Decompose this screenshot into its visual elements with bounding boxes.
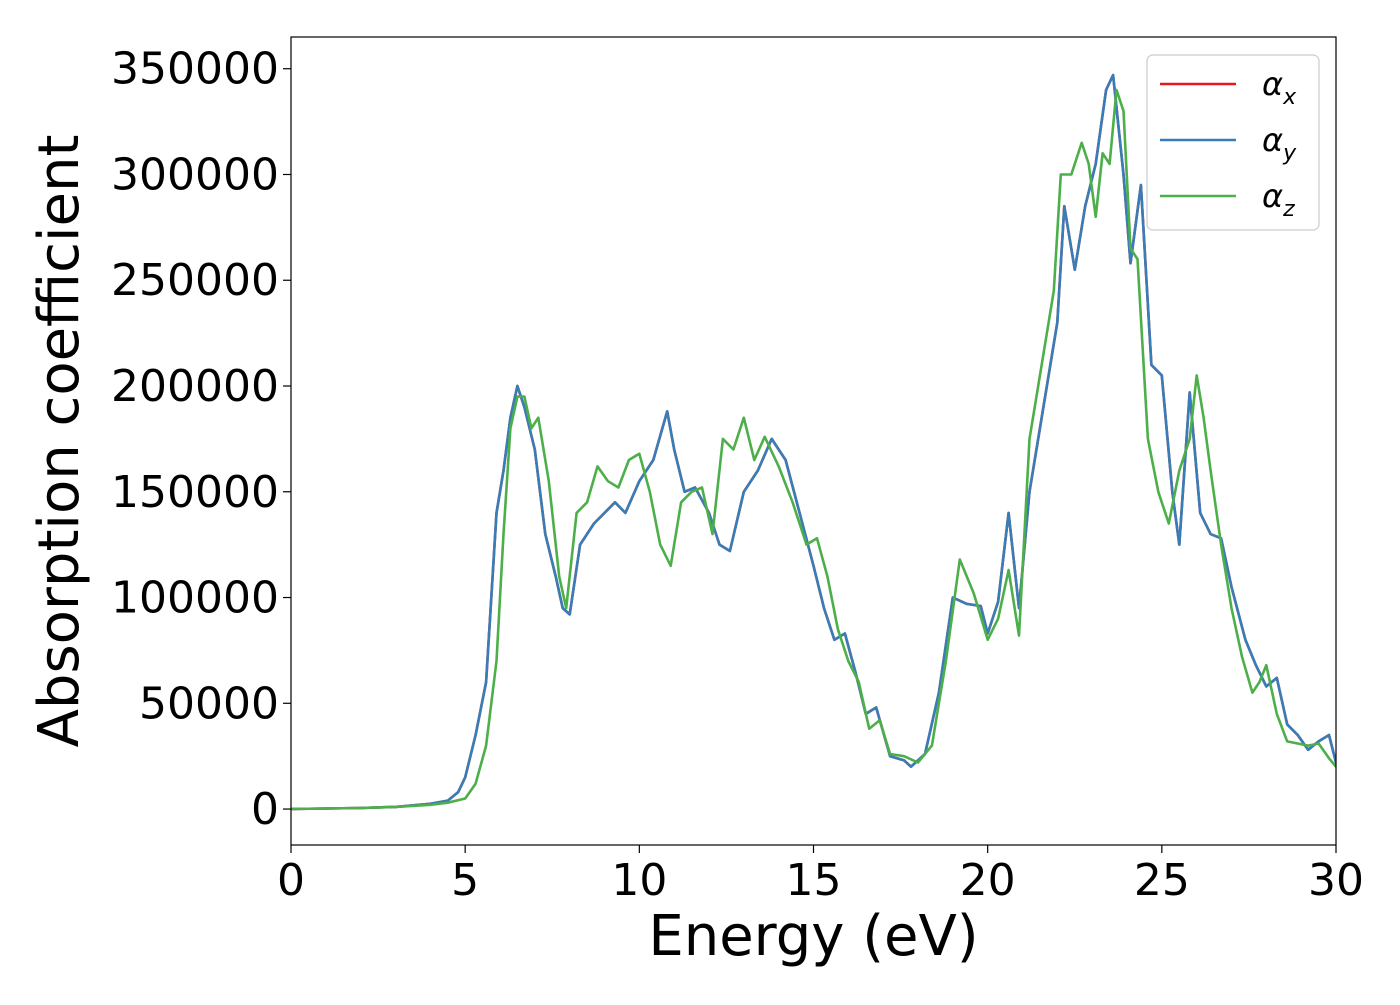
x-tick-label: 15 [786,855,842,906]
series-line-alpha-y [291,73,1336,811]
y-tick-label: 350000 [111,44,279,95]
y-tick-label: 50000 [139,678,279,729]
y-axis-title: Absorption coefficient [27,135,92,748]
legend-box [1146,54,1320,231]
x-tick-label: 25 [1134,855,1190,906]
x-axis-ticks: 0 5 10 15 20 25 30 [277,845,1364,906]
x-tick-label: 0 [277,855,305,906]
x-tick-label: 10 [611,855,667,906]
y-tick-label: 150000 [111,467,279,518]
y-tick-label: 300000 [111,149,279,200]
y-tick-label: 0 [251,784,279,835]
series-layer [291,73,1336,811]
y-axis-ticks: 0 50000 100000 150000 200000 250000 300000 3500… [111,44,291,835]
x-tick-label: 30 [1308,855,1364,906]
series-line-alpha-z [291,88,1336,811]
x-tick-label: 5 [451,855,479,906]
y-tick-label: 200000 [111,361,279,412]
y-tick-label: 250000 [111,255,279,306]
x-tick-label: 20 [960,855,1016,906]
x-axis-title: Energy (eV) [648,904,978,969]
y-tick-label: 100000 [111,573,279,624]
